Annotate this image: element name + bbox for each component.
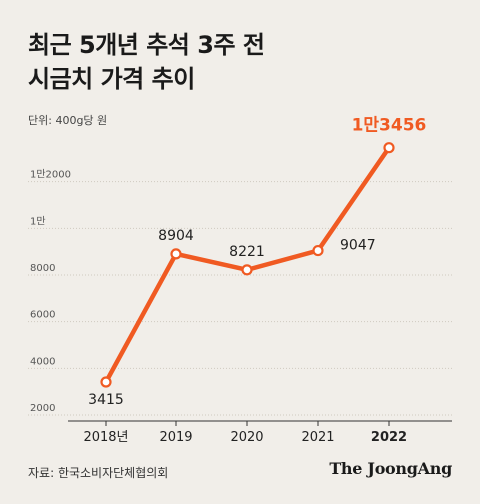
x-tick-label: 2021: [301, 430, 334, 445]
unit-label: 단위: 400g당 원: [28, 114, 108, 127]
source-note: 자료: 한국소비자단체협의회: [28, 466, 169, 480]
data-point: [170, 248, 182, 260]
y-tick-label: 4000: [30, 356, 55, 367]
x-tick-label: 2022: [371, 430, 407, 445]
data-label: 3415: [88, 392, 124, 408]
data-label: 8221: [229, 244, 265, 260]
data-point: [100, 376, 112, 388]
chart-title: 최근 5개년 추석 3주 전 시금치 가격 추이: [28, 28, 265, 96]
chart-title-line-1: 최근 5개년 추석 3주 전: [28, 31, 265, 59]
y-tick-label: 2000: [30, 403, 55, 414]
x-tick-label: 2020: [230, 430, 263, 445]
data-label: 8904: [158, 228, 194, 244]
chart-title-line-2: 시금치 가격 추이: [28, 65, 195, 93]
data-point: [383, 142, 395, 154]
y-tick-label: 1만: [30, 215, 46, 227]
x-tick-label: 2019: [159, 430, 192, 445]
y-tick-label: 1만2000: [30, 169, 71, 181]
data-point: [312, 244, 324, 257]
x-tick-label: 2018년: [83, 430, 128, 445]
y-tick-label: 6000: [30, 310, 55, 321]
brand-logo: The JoongAng: [329, 459, 452, 478]
data-label: 1만3456: [352, 116, 427, 136]
y-tick-label: 8000: [30, 263, 55, 274]
data-label: 9047: [340, 238, 376, 254]
data-point: [241, 264, 253, 276]
